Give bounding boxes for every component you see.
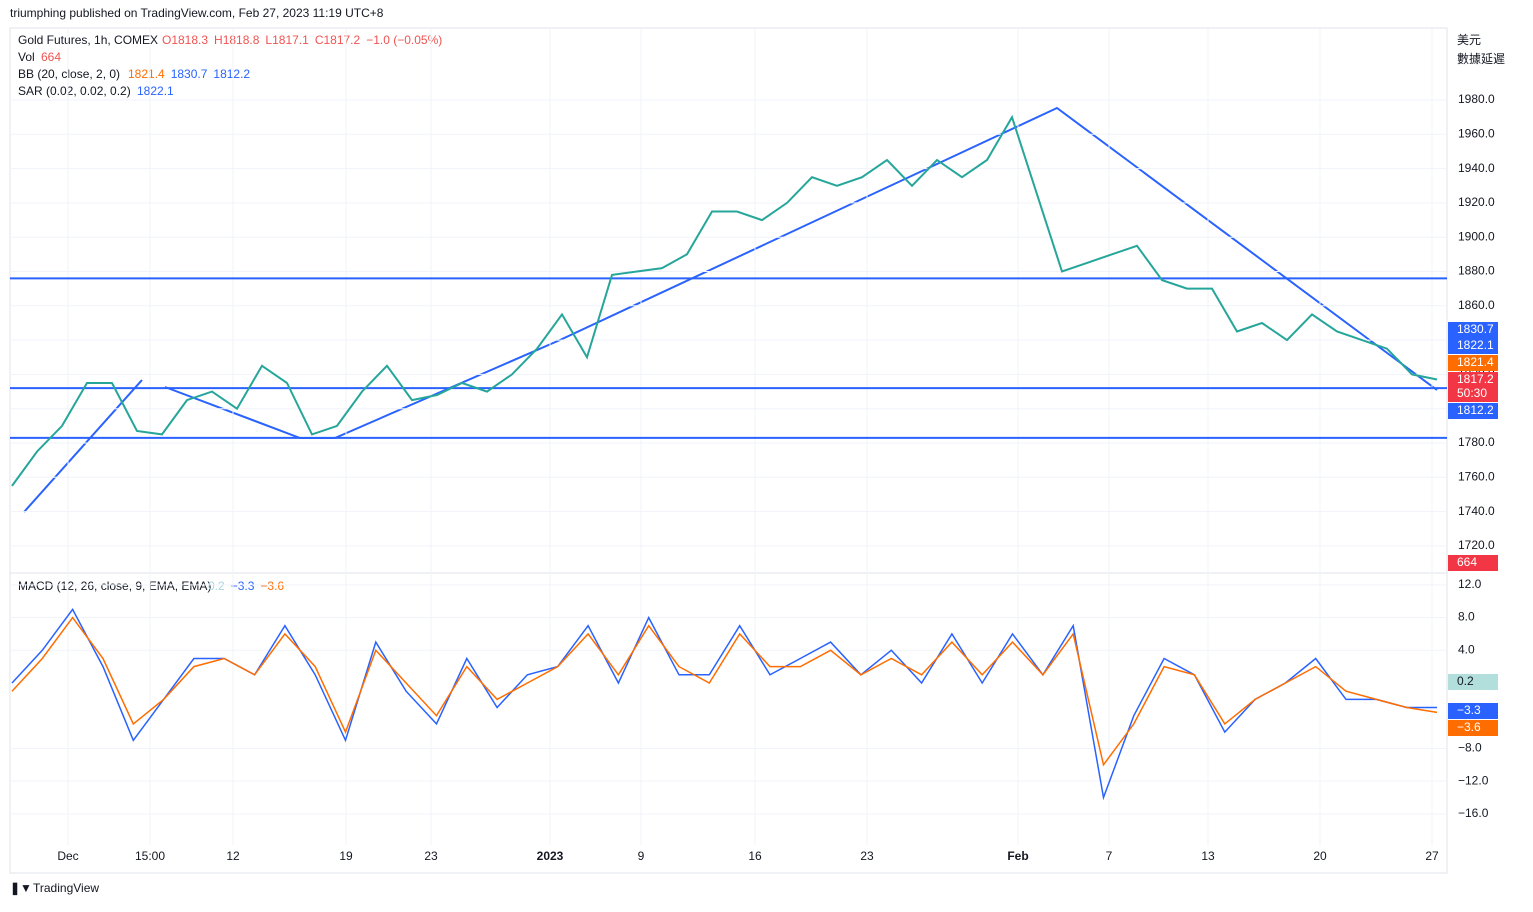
y-tick-label: 1960.0 [1458, 126, 1495, 140]
price-badge-label: −3.3 [1457, 703, 1481, 717]
legend-value: −3.6 [260, 579, 284, 593]
x-tick-label: 12 [226, 849, 240, 863]
price-badge [1448, 322, 1498, 338]
sar-label: SAR (0.02, 0.02, 0.2) [18, 84, 131, 98]
price-badge-label: 50:30 [1457, 386, 1487, 400]
price-badge [1448, 555, 1498, 571]
price-badge-label: 0.2 [1457, 674, 1474, 688]
x-tick-label: 2023 [537, 849, 564, 863]
price-badge-label: 1812.2 [1457, 403, 1494, 417]
x-tick-label: 9 [638, 849, 645, 863]
price-badge [1448, 703, 1498, 719]
series-line [11, 616, 1438, 767]
price-badge [1448, 338, 1498, 354]
price-badge-label: −3.6 [1457, 720, 1481, 734]
y-tick-label: 1780.0 [1458, 435, 1495, 449]
currency-sub: 數據延遲 [1457, 52, 1505, 66]
legend-value: 1830.7 [171, 67, 208, 81]
x-tick-label: 27 [1425, 849, 1439, 863]
y-tick-label: 1940.0 [1458, 161, 1495, 175]
price-badge [1448, 372, 1498, 388]
symbol: Gold Futures, 1h, COMEX [18, 33, 158, 47]
y2-tick-label: −8.0 [1458, 741, 1482, 755]
ohlc-value: L1817.1 [265, 33, 309, 47]
vol-value: 664 [41, 50, 61, 64]
price-badge [1448, 720, 1498, 736]
series-line [11, 114, 1438, 487]
y-tick-label: 1860.0 [1458, 298, 1495, 312]
x-tick-label: 15:00 [135, 849, 165, 863]
x-tick-label: 23 [424, 849, 438, 863]
y2-tick-label: 12.0 [1458, 577, 1482, 591]
y-tick-label: 1740.0 [1458, 504, 1495, 518]
ohlc-value: H1818.8 [214, 33, 260, 47]
vol-label: Vol [18, 50, 35, 64]
y2-tick-label: −12.0 [1458, 773, 1489, 787]
price-badge [1448, 386, 1498, 402]
y-tick-label: 1720.0 [1458, 538, 1495, 552]
currency: 美元 [1457, 33, 1481, 47]
price-badge-label: 1817.2 [1457, 372, 1494, 386]
frame [9, 27, 1448, 874]
y-tick-label: 1880.0 [1458, 264, 1495, 278]
macd-label: MACD (12, 26, close, 9, EMA, EMA) [18, 579, 211, 593]
x-tick-label: 13 [1201, 849, 1215, 863]
price-badge-label: 664 [1457, 555, 1477, 569]
ohlc-value: O1818.3 [162, 33, 208, 47]
price-badge [1448, 355, 1498, 371]
ohlc-value: −1.0 (−0.05%) [366, 33, 442, 47]
y2-tick-label: −16.0 [1458, 806, 1489, 820]
x-tick-label: 20 [1313, 849, 1327, 863]
legend-value: 1812.2 [213, 67, 250, 81]
x-tick-label: 23 [860, 849, 874, 863]
price-badge-label: 1830.7 [1457, 322, 1494, 336]
x-tick-label: 7 [1106, 849, 1113, 863]
x-tick-label: Feb [1007, 849, 1028, 863]
price-badge-label: 1822.1 [1457, 338, 1494, 352]
legend-value: 1822.1 [137, 84, 174, 98]
price-badge-label: 1821.4 [1457, 355, 1494, 369]
legend-value: 1821.4 [128, 67, 165, 81]
brand-logo: ❚▼ [10, 881, 32, 896]
bb-label: BB (20, close, 2, 0) [18, 67, 120, 81]
y-tick-label: 1980.0 [1458, 92, 1495, 106]
legend-value: −3.3 [231, 579, 255, 593]
x-tick-label: 19 [339, 849, 353, 863]
y-tick-label: 1900.0 [1458, 229, 1495, 243]
brand: TradingView [33, 881, 99, 895]
y2-tick-label: 4.0 [1458, 642, 1475, 656]
y2-tick-label: 8.0 [1458, 610, 1475, 624]
price-badge [1448, 403, 1498, 419]
ohlc-value: C1817.2 [315, 33, 361, 47]
y-tick-label: 1920.0 [1458, 195, 1495, 209]
legend-value: 0.2 [208, 579, 225, 593]
publisher: triumphing published on TradingView.com,… [10, 6, 384, 20]
series-line [11, 607, 1437, 801]
x-tick-label: 16 [748, 849, 762, 863]
x-tick-label: Dec [57, 849, 78, 863]
y-tick-label: 1760.0 [1458, 469, 1495, 483]
price-badge [1448, 674, 1498, 690]
